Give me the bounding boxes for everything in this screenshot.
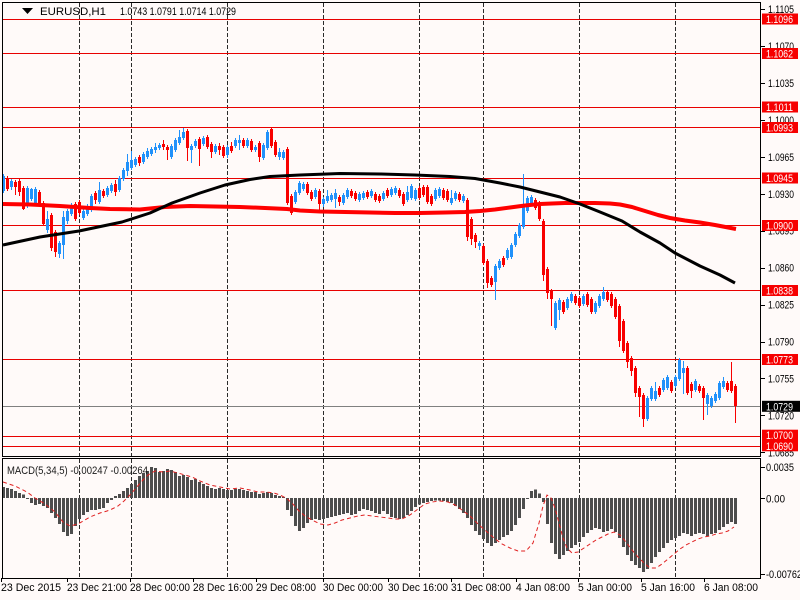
svg-text:1.0993: 1.0993 xyxy=(766,123,793,135)
svg-text:1.1062: 1.1062 xyxy=(766,49,793,61)
svg-text:1.0690: 1.0690 xyxy=(766,441,793,453)
svg-text:31 Dec 08:00: 31 Dec 08:00 xyxy=(451,582,511,594)
svg-text:5 Jan 00:00: 5 Jan 00:00 xyxy=(578,582,632,594)
svg-text:1.0755: 1.0755 xyxy=(768,374,794,386)
svg-text:1.1011: 1.1011 xyxy=(766,102,793,114)
svg-text:-0.00762: -0.00762 xyxy=(766,569,800,581)
svg-text:30 Dec 00:00: 30 Dec 00:00 xyxy=(323,582,383,594)
svg-text:28 Dec 16:00: 28 Dec 16:00 xyxy=(193,582,253,594)
svg-text:28 Dec 00:00: 28 Dec 00:00 xyxy=(130,582,190,594)
svg-text:1.0900: 1.0900 xyxy=(766,221,793,233)
svg-text:30 Dec 16:00: 30 Dec 16:00 xyxy=(388,582,448,594)
svg-text:29 Dec 08:00: 29 Dec 08:00 xyxy=(256,582,316,594)
svg-text:1.0700: 1.0700 xyxy=(766,430,793,442)
svg-text:23 Dec 2015: 23 Dec 2015 xyxy=(1,582,61,594)
svg-text:1.0790: 1.0790 xyxy=(768,337,794,349)
svg-text:0.00: 0.00 xyxy=(766,494,785,506)
svg-text:1.0773: 1.0773 xyxy=(766,355,793,367)
svg-text:1.0729: 1.0729 xyxy=(766,401,793,413)
svg-text:6 Jan 08:00: 6 Jan 08:00 xyxy=(704,582,758,594)
svg-text:0.0035: 0.0035 xyxy=(766,462,794,474)
svg-text:5 Jan 16:00: 5 Jan 16:00 xyxy=(641,582,695,594)
svg-text:1.1035: 1.1035 xyxy=(768,78,794,90)
svg-text:1.0945: 1.0945 xyxy=(766,173,793,185)
svg-text:1.0743 1.0791 1.0714 1.0729: 1.0743 1.0791 1.0714 1.0729 xyxy=(120,6,236,18)
svg-text:EURUSD,H1: EURUSD,H1 xyxy=(40,6,106,18)
svg-text:1.0965: 1.0965 xyxy=(768,152,794,164)
svg-text:1.0825: 1.0825 xyxy=(768,300,794,312)
svg-text:4 Jan 08:00: 4 Jan 08:00 xyxy=(516,582,570,594)
svg-text:MACD(5,34,5) -0.00247 -0.00264: MACD(5,34,5) -0.00247 -0.00264 xyxy=(7,465,148,477)
svg-text:1.0930: 1.0930 xyxy=(768,189,794,201)
svg-text:1.1105: 1.1105 xyxy=(768,4,794,16)
svg-text:23 Dec 21:00: 23 Dec 21:00 xyxy=(67,582,127,594)
svg-text:1.0720: 1.0720 xyxy=(768,410,794,422)
svg-text:1.1096: 1.1096 xyxy=(766,14,793,26)
svg-text:1.0838: 1.0838 xyxy=(766,286,793,298)
svg-text:1.0860: 1.0860 xyxy=(768,263,794,275)
